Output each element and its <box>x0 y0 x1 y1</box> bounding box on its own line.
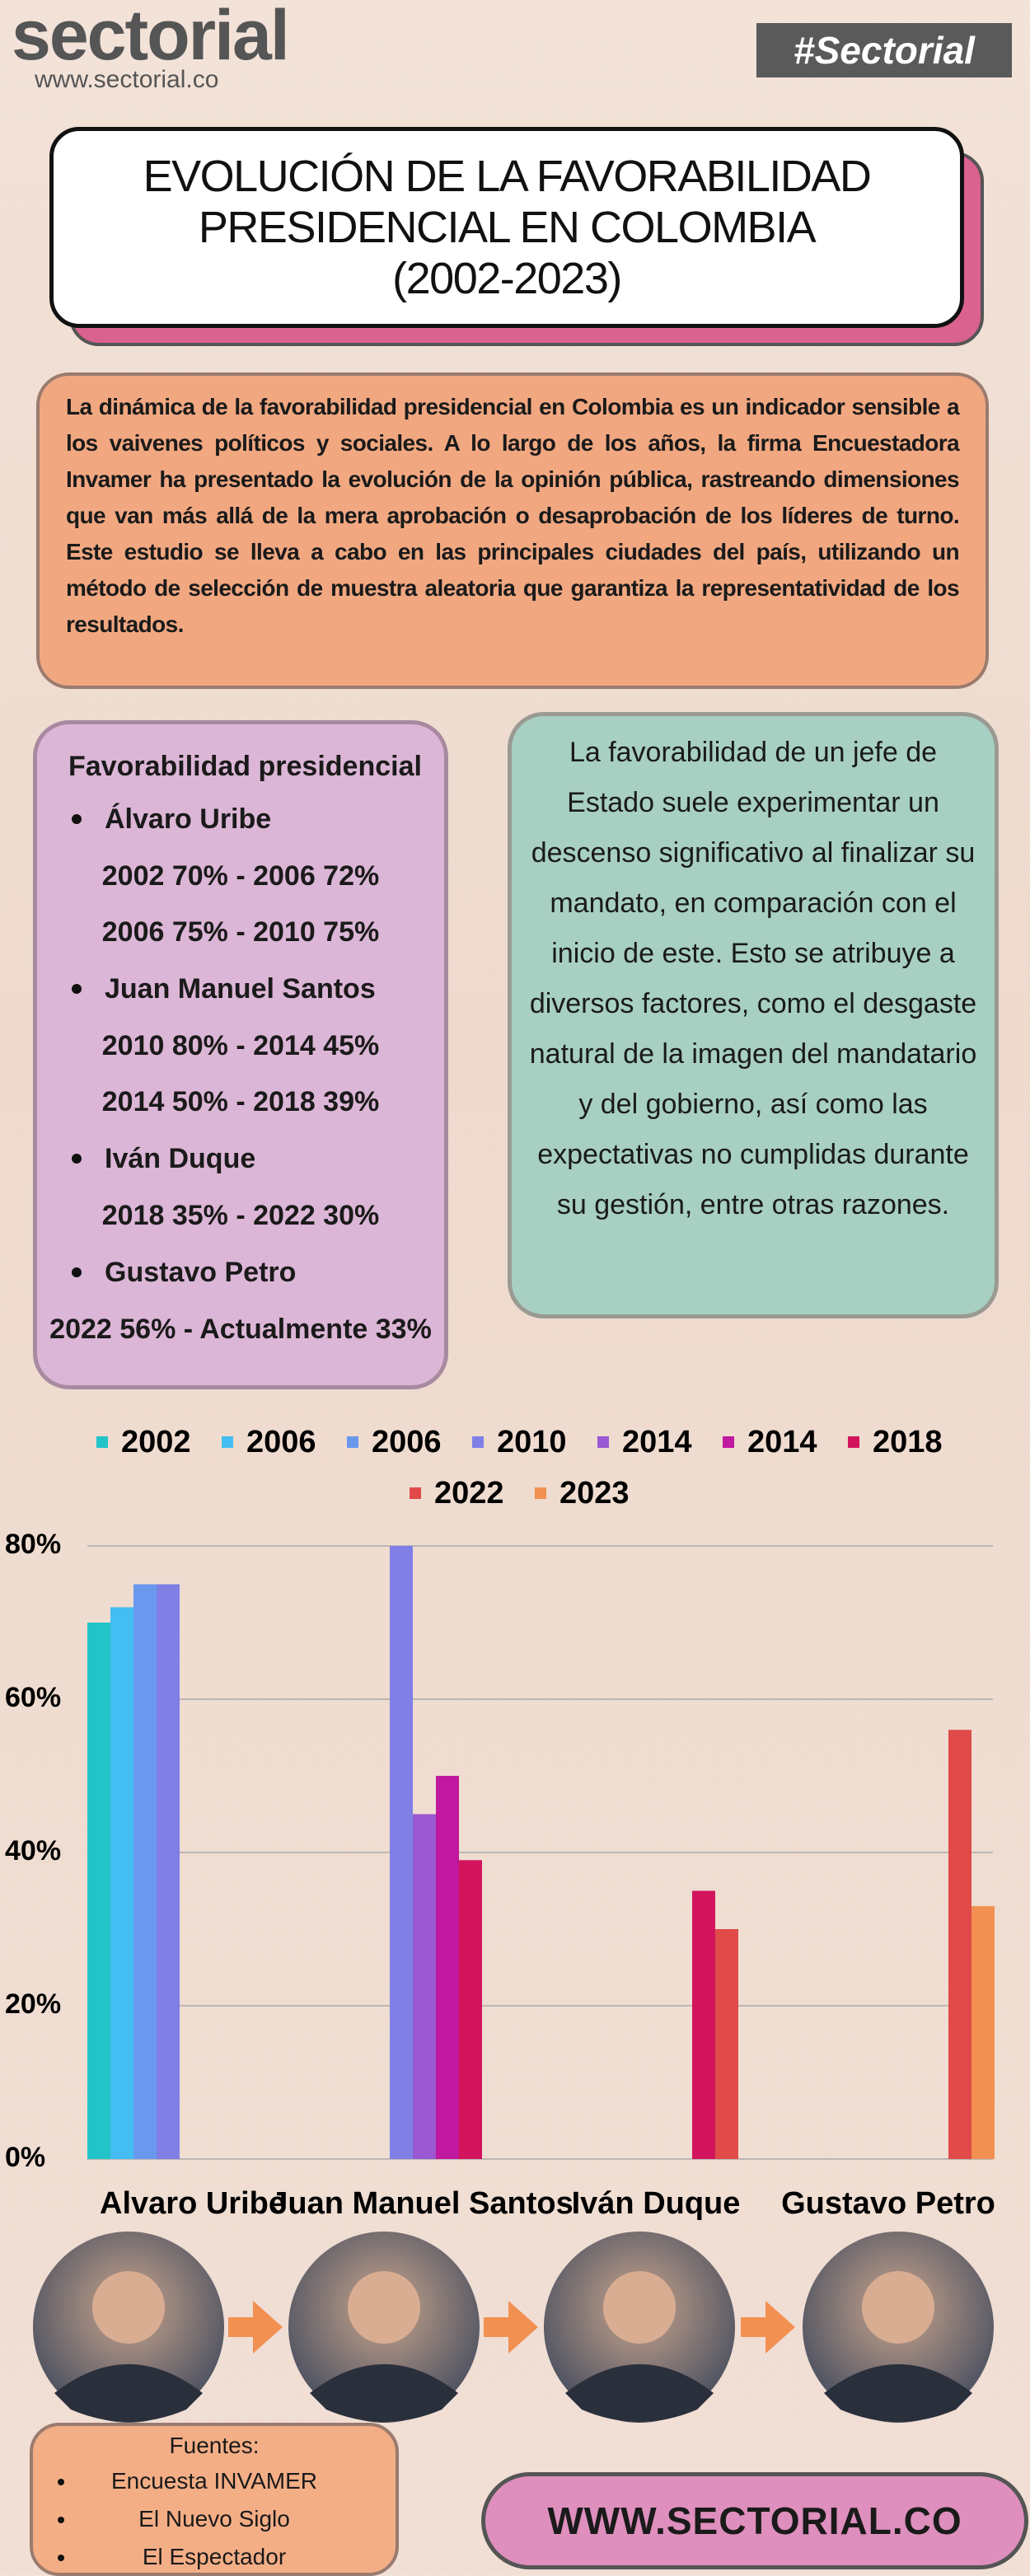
portrait-body <box>824 2364 972 2422</box>
bar <box>390 1546 413 2159</box>
intro: La dinámica de la favorabilidad presiden… <box>36 372 989 689</box>
favorability-line: 2006 75% - 2010 75% <box>101 916 380 948</box>
portrait-head <box>92 2271 165 2344</box>
legend-swatch <box>597 1436 609 1448</box>
bar <box>971 1906 995 2159</box>
legend-swatch <box>347 1436 358 1448</box>
chart: 2002 2006 2006 2010 2014 2014 2018 2022 2023 0% 20… <box>5 1425 995 2423</box>
bar <box>110 1607 133 2159</box>
favorability-line: 2014 50% - 2018 39% <box>101 1086 380 1117</box>
y-tick-label: 40% <box>5 1835 61 1866</box>
title-line: (2002-2023) <box>392 254 622 303</box>
x-tick-label: Gustavo Petro <box>781 2186 995 2221</box>
favorability-line: 2002 70% - 2006 72% <box>101 860 380 892</box>
arrow <box>228 2301 283 2354</box>
legend-label: 2014 <box>747 1425 817 1459</box>
favorability-line: 2018 35% - 2022 30% <box>101 1200 380 1231</box>
arrow <box>741 2301 795 2354</box>
sources: Fuentes: Encuesta INVAMER El Nuevo Siglo El… <box>30 2423 399 2576</box>
bar <box>436 1776 459 2159</box>
bar <box>715 1929 738 2159</box>
footer-url[interactable]: WWW.SECTORIAL.CO <box>481 2472 1028 2569</box>
y-tick-label: 0% <box>5 2142 45 2173</box>
legend-label: 2006 <box>372 1425 442 1459</box>
legend-swatch <box>723 1436 734 1448</box>
bar <box>157 1584 180 2159</box>
president-name: Juan Manuel Santos <box>37 960 444 1018</box>
legend-swatch <box>472 1436 484 1448</box>
y-tick-label: 20% <box>5 1988 61 2020</box>
bar <box>692 1890 715 2159</box>
legend-swatch <box>535 1487 546 1499</box>
portrait-body <box>54 2364 203 2422</box>
legend-swatch <box>96 1436 108 1448</box>
bar <box>133 1584 157 2159</box>
president-name: Gustavo Petro <box>37 1244 444 1301</box>
portrait-head <box>603 2271 676 2344</box>
legend-label: 2023 <box>559 1476 630 1510</box>
legend-label: 2022 <box>434 1476 504 1510</box>
title-line: PRESIDENCIAL EN COLOMBIA <box>198 203 817 252</box>
portrait-body <box>565 2364 714 2422</box>
arrow <box>484 2301 538 2354</box>
legend-swatch <box>410 1487 421 1499</box>
sources-title: Fuentes: <box>169 2433 260 2458</box>
legend-swatch <box>222 1436 233 1448</box>
portrait-head <box>348 2271 420 2344</box>
favorability-box: Favorabilidad presidencial Álvaro Uribe 20… <box>33 720 448 1389</box>
legend-swatch <box>848 1436 859 1448</box>
source-item: El Nuevo Siglo <box>41 2500 387 2538</box>
portrait-head <box>862 2271 934 2344</box>
title-line: EVOLUCIÓN DE LA FAVORABILIDAD <box>143 152 872 201</box>
legend-label: 2006 <box>246 1425 316 1459</box>
hashtag: #Sectorial <box>756 23 1012 77</box>
quote: La favorabilidad de un jefe de Estado su… <box>508 712 999 1318</box>
favorability-line: 2010 80% - 2014 45% <box>101 1030 380 1061</box>
bar <box>459 1860 482 2159</box>
favorability-line: 2022 56% - Actualmente 33% <box>49 1314 432 1345</box>
y-tick-label: 80% <box>5 1529 61 1560</box>
bar <box>413 1814 436 2159</box>
x-tick-label: Alvaro Uribe <box>100 2186 286 2221</box>
site-url: www.sectorial.co <box>35 66 219 93</box>
bar <box>87 1623 110 2159</box>
title-box: EVOLUCIÓN DE LA FAVORABILIDAD PRESIDENCIA… <box>49 127 964 328</box>
legend-label: 2014 <box>622 1425 692 1459</box>
x-tick-label: Iván Duque <box>572 2186 741 2221</box>
source-item: Encuesta INVAMER <box>41 2462 387 2500</box>
president-name: Álvaro Uribe <box>37 790 444 848</box>
president-name: Iván Duque <box>37 1130 444 1187</box>
logo: sectorial <box>12 0 290 75</box>
y-tick-label: 60% <box>5 1682 61 1713</box>
legend-label: 2018 <box>873 1425 943 1459</box>
legend-label: 2010 <box>497 1425 567 1459</box>
legend-label: 2002 <box>121 1425 191 1459</box>
bar <box>948 1730 971 2159</box>
source-item: El Espectador <box>41 2538 387 2576</box>
portrait-body <box>310 2364 458 2422</box>
favorability-title: Favorabilidad presidencial <box>68 751 422 782</box>
x-tick-label: Juan Manuel Santos <box>270 2186 573 2221</box>
